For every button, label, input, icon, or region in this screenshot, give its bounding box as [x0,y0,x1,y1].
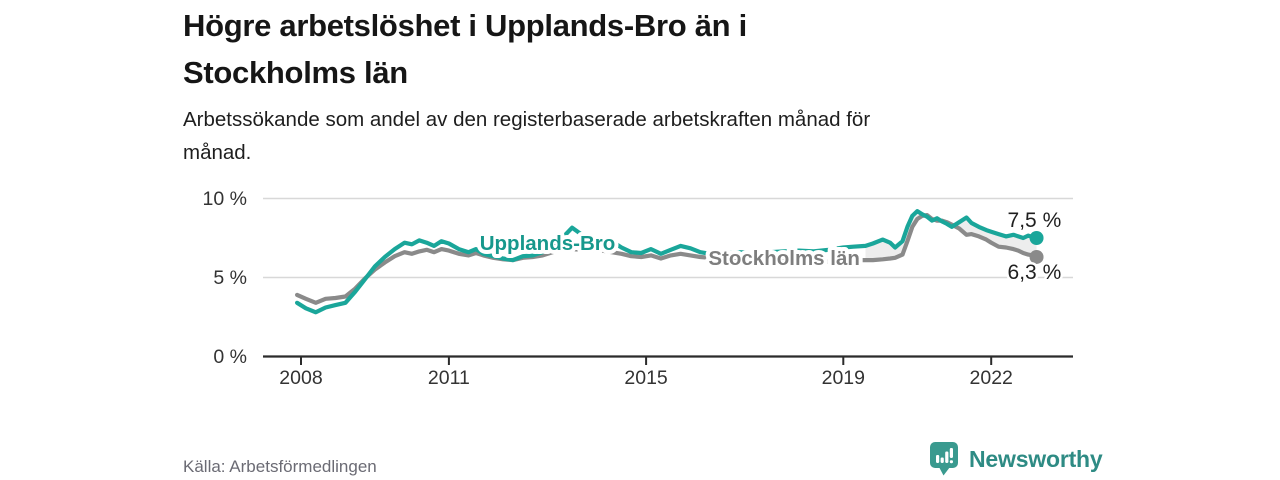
chart-title: Högre arbetslöshet i Upplands-Bro än i S… [183,2,1143,96]
chart-title-line2: Stockholms län [183,55,408,90]
series-line-upplands-bro [295,209,1039,315]
chart-subtitle: Arbetssökande som andel av den registerb… [183,103,1083,169]
chart-title-line1: Högre arbetslöshet i Upplands-Bro än i [183,8,747,43]
end-value-label-stockholms-län: 6,3 % [1008,261,1062,284]
series-line-stockholms-län [295,213,1039,305]
x-axis-tick-label: 2015 [624,367,668,389]
series-end-dot-upplands-bro [1029,231,1044,245]
y-axis-tick-label: 0 % [213,346,247,368]
x-axis-tick-label: 2011 [428,367,470,389]
x-axis-tick-label: 2022 [970,367,1013,389]
series-label-stockholms-län: Stockholms län [708,247,860,270]
newsworthy-brand: Newsworthy [929,441,1103,477]
end-value-label-upplands-bro: 7,5 % [1008,209,1062,232]
x-axis-tick-label: 2008 [279,367,322,389]
series-end-dot-stockholms-län [1029,249,1044,264]
x-axis-tick-label: 2019 [822,367,865,389]
y-axis-tick-label: 5 % [213,267,247,289]
chart-subtitle-line2: månad. [183,141,252,164]
newsworthy-logo-icon [929,441,960,477]
brand-name: Newsworthy [969,445,1103,472]
series-label-upplands-bro: Upplands-Bro [480,232,616,255]
y-axis-tick-label: 10 % [203,188,247,210]
source-note: Källa: Arbetsförmedlingen [183,457,377,476]
chart-subtitle-line1: Arbetssökande som andel av den registerb… [183,108,871,131]
